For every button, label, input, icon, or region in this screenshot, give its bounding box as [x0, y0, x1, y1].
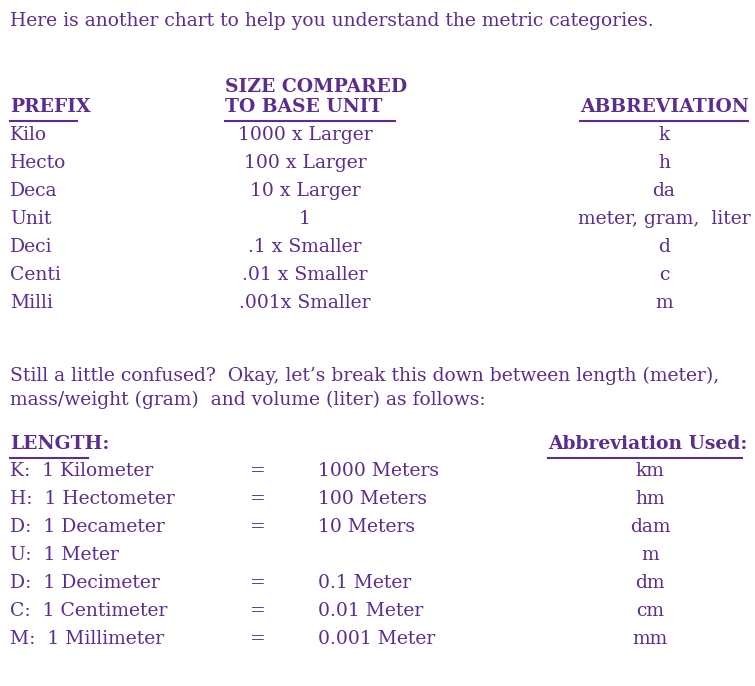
Text: SIZE COMPARED: SIZE COMPARED	[225, 78, 407, 96]
Text: Here is another chart to help you understand the metric categories.: Here is another chart to help you unders…	[10, 12, 654, 30]
Text: Milli: Milli	[10, 294, 53, 312]
Text: =: =	[250, 462, 266, 480]
Text: Still a little confused?  Okay, let’s break this down between length (meter),: Still a little confused? Okay, let’s bre…	[10, 367, 720, 386]
Text: 0.001 Meter: 0.001 Meter	[318, 630, 435, 648]
Text: h: h	[658, 154, 670, 172]
Text: K:  1 Kilometer: K: 1 Kilometer	[10, 462, 153, 480]
Text: Centi: Centi	[10, 266, 61, 284]
Text: k: k	[658, 126, 670, 144]
Text: cm: cm	[636, 602, 664, 620]
Text: LENGTH:: LENGTH:	[10, 435, 109, 453]
Text: d: d	[658, 238, 670, 256]
Text: 0.01 Meter: 0.01 Meter	[318, 602, 424, 620]
Text: Unit: Unit	[10, 210, 51, 228]
Text: =: =	[250, 574, 266, 592]
Text: dam: dam	[630, 518, 670, 536]
Text: C:  1 Centimeter: C: 1 Centimeter	[10, 602, 168, 620]
Text: c: c	[659, 266, 669, 284]
Text: da: da	[652, 182, 676, 200]
Text: 1000 Meters: 1000 Meters	[318, 462, 439, 480]
Text: Abbreviation Used:: Abbreviation Used:	[548, 435, 747, 453]
Text: =: =	[250, 490, 266, 508]
Text: 100 Meters: 100 Meters	[318, 490, 427, 508]
Text: =: =	[250, 602, 266, 620]
Text: km: km	[636, 462, 664, 480]
Text: ABBREVIATION: ABBREVIATION	[580, 98, 749, 116]
Text: 100 x Larger: 100 x Larger	[244, 154, 366, 172]
Text: .01 x Smaller: .01 x Smaller	[242, 266, 368, 284]
Text: m: m	[655, 294, 673, 312]
Text: =: =	[250, 518, 266, 536]
Text: .1 x Smaller: .1 x Smaller	[248, 238, 362, 256]
Text: M:  1 Millimeter: M: 1 Millimeter	[10, 630, 164, 648]
Text: 10 x Larger: 10 x Larger	[250, 182, 360, 200]
Text: 0.1 Meter: 0.1 Meter	[318, 574, 411, 592]
Text: 10 Meters: 10 Meters	[318, 518, 415, 536]
Text: Kilo: Kilo	[10, 126, 47, 144]
Text: =: =	[250, 630, 266, 648]
Text: m: m	[641, 546, 659, 564]
Text: TO BASE UNIT: TO BASE UNIT	[225, 98, 383, 116]
Text: meter, gram,  liter: meter, gram, liter	[578, 210, 750, 228]
Text: D:  1 Decimeter: D: 1 Decimeter	[10, 574, 160, 592]
Text: mm: mm	[633, 630, 667, 648]
Text: PREFIX: PREFIX	[10, 98, 91, 116]
Text: Hecto: Hecto	[10, 154, 66, 172]
Text: .001x Smaller: .001x Smaller	[239, 294, 371, 312]
Text: Deci: Deci	[10, 238, 53, 256]
Text: 1000 x Larger: 1000 x Larger	[238, 126, 372, 144]
Text: hm: hm	[635, 490, 665, 508]
Text: dm: dm	[635, 574, 664, 592]
Text: 1: 1	[299, 210, 311, 228]
Text: Deca: Deca	[10, 182, 57, 200]
Text: H:  1 Hectometer: H: 1 Hectometer	[10, 490, 174, 508]
Text: D:  1 Decameter: D: 1 Decameter	[10, 518, 165, 536]
Text: U:  1 Meter: U: 1 Meter	[10, 546, 119, 564]
Text: mass/weight (gram)  and volume (liter) as follows:: mass/weight (gram) and volume (liter) as…	[10, 391, 485, 410]
